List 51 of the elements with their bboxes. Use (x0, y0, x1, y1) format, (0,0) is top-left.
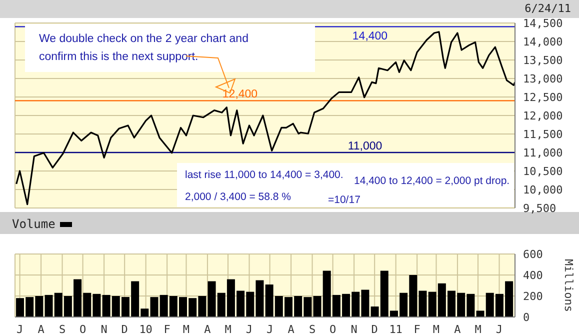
x-tick-label: M (182, 322, 190, 335)
ref-line-label: 11,000 (348, 140, 382, 152)
x-tick-label: O (329, 322, 336, 335)
annotation: =10/17 (328, 193, 360, 207)
y-tick-label: 14,000 (523, 35, 563, 48)
y-tick-label: 11,000 (523, 146, 563, 160)
y-tick-label: 10,500 (523, 164, 563, 178)
legend-label: Volume (12, 217, 56, 231)
x-tick-label: J (496, 322, 503, 335)
x-tick-label: S (308, 322, 316, 335)
x-tick-label: J (16, 322, 24, 335)
y-axis-title: Millions (562, 259, 576, 312)
text: 6/24/11 (524, 2, 571, 15)
x-tick-label: J (266, 322, 274, 335)
y-tick-label: 14,500 (523, 16, 563, 30)
x-tick-label: 10 (139, 322, 152, 335)
x-tick-label: S (58, 322, 66, 335)
x-tick-label: A (288, 322, 295, 335)
x-tick-label: M (224, 322, 232, 335)
x-tick-label: F (414, 322, 420, 335)
x-tick-label: J (246, 322, 253, 335)
y-tick-label: 11,500 (523, 128, 563, 141)
y-tick-label: 12,000 (523, 109, 563, 122)
y-tick-label: 12,500 (523, 90, 563, 104)
y-tick-label: 400 (523, 268, 543, 282)
x-tick-label: M (474, 322, 482, 335)
annotation: 2,000 / 3,400 = 58.8 % (185, 190, 291, 204)
annotation: last rise 11,000 to 14,400 = 3,400. (185, 168, 344, 182)
line-series (16, 31, 515, 206)
y-tick-label: 9,500 (523, 202, 556, 215)
x-tick-label: D (121, 322, 128, 335)
x-tick-label: M (432, 322, 440, 335)
ref-line-label: 12,400 (222, 88, 258, 101)
y-tick-label: 13,000 (523, 72, 563, 86)
x-tick-label: N (350, 322, 358, 335)
y-tick-label: 200 (523, 290, 543, 303)
x-tick-label: O (79, 322, 86, 335)
y-tick-label: 0 (523, 310, 530, 324)
y-tick-label: 10,000 (523, 183, 563, 196)
x-tick-label: A (38, 322, 45, 335)
x-tick-label: 11 (389, 322, 402, 335)
x-tick-label: F (164, 322, 170, 335)
annotation: We double check on the 2 year chart and confirm this is the next support. (39, 32, 249, 65)
x-tick-label: D (371, 322, 378, 335)
y-tick-label: 600 (523, 248, 543, 261)
x-tick-label: N (100, 322, 108, 335)
annotation: 14,400 to 12,400 = 2,000 pt drop. (354, 174, 510, 188)
x-tick-label: A (204, 322, 212, 335)
x-tick-label: A (454, 322, 462, 335)
y-tick-label: 13,500 (523, 54, 563, 67)
ref-line-label: 14,400 (352, 30, 388, 43)
